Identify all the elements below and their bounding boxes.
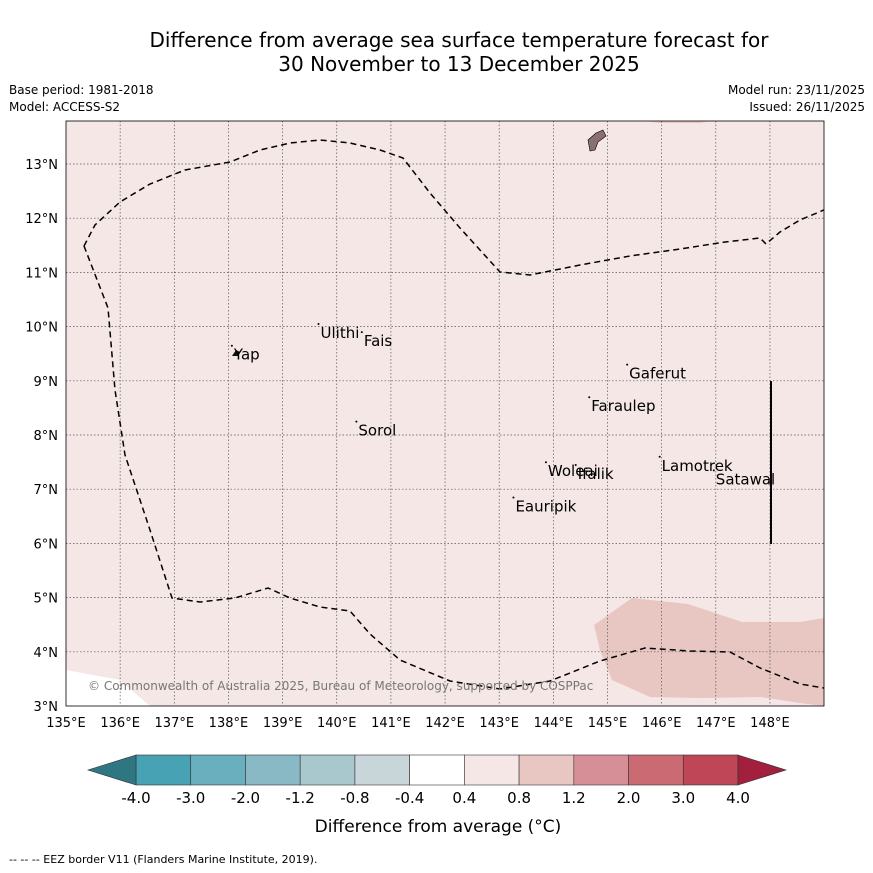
issued-date: Issued: 26/11/2025 (749, 100, 865, 114)
colorbar-tick: 0.8 (507, 789, 531, 807)
colorbar-bin (409, 754, 465, 786)
colorbar-bin (682, 754, 739, 786)
colorbar-bin (573, 754, 629, 786)
colorbar-bin (464, 754, 520, 786)
island-marker (658, 455, 661, 458)
eez-footnote: -- -- -- EEZ border V11 (Flanders Marine… (9, 853, 318, 866)
colorbar-tick: -2.0 (231, 789, 260, 807)
lon-tick-label: 143°E (479, 716, 519, 731)
yap-landmass (232, 350, 240, 356)
lat-tick-label: 6°N (34, 537, 59, 552)
lat-tick-label: 5°N (34, 592, 59, 607)
island-marker (230, 344, 233, 347)
island-marker (512, 496, 515, 499)
lon-tick-label: 145°E (588, 716, 628, 731)
lat-tick-label: 7°N (34, 483, 59, 498)
lat-tick-label: 3°N (34, 700, 59, 715)
title-line-2: 30 November to 13 December 2025 (278, 52, 640, 76)
colorbar-label: Difference from average (°C) (315, 817, 562, 837)
lon-tick-label: 142°E (425, 716, 465, 731)
place-label-woleai: Woleai (548, 462, 598, 480)
colorbar-under-arrow (86, 754, 137, 786)
latitude-tick-labels: 3°N 4°N 5°N 6°N 7°N 8°N 9°N 10°N 11°N 12°N 13°N (25, 158, 58, 715)
island-marker (317, 323, 320, 326)
place-label-yap: Yap (233, 346, 260, 364)
lon-tick-label: 141°E (371, 716, 411, 731)
place-label-gaferut: Gaferut (629, 365, 686, 383)
island-marker (588, 396, 591, 399)
lon-tick-label: 148°E (750, 716, 790, 731)
lon-tick-label: 137°E (155, 716, 195, 731)
island-marker (360, 331, 363, 334)
island-marker (355, 420, 358, 423)
lon-tick-label: 136°E (100, 716, 140, 731)
colorbar-bin (245, 754, 301, 786)
colorbar-bin (135, 754, 192, 786)
colorbar-tick: -0.4 (395, 789, 424, 807)
colorbar-bin (190, 754, 246, 786)
colorbar-tick: 1.2 (562, 789, 586, 807)
map-frame (65, 120, 825, 707)
colorbar-bin (628, 754, 684, 786)
island-marker (712, 469, 715, 472)
place-label-fais: Fais (364, 332, 393, 350)
place-label-sorol: Sorol (358, 422, 396, 440)
island-marker (574, 463, 577, 466)
lat-tick-label: 9°N (34, 375, 59, 390)
colorbar-bin (299, 754, 356, 786)
lon-tick-label: 138°E (209, 716, 249, 731)
neutral-patch (66, 670, 150, 706)
colorbar-over-arrow (737, 754, 788, 786)
map-area: Yap Ulithi Fais Gaferut Faraulep Sorol WoleaiI… (66, 121, 824, 706)
place-label-eauripik: Eauripik (515, 497, 576, 515)
lat-tick-label: 12°N (25, 212, 58, 227)
model-run: Model run: 23/11/2025 (727, 83, 865, 97)
colorbar-tick: 3.0 (671, 789, 695, 807)
lon-tick-label: 147°E (696, 716, 736, 731)
model-name: Model: ACCESS-S2 (9, 100, 121, 114)
colorbar-tick: 2.0 (617, 789, 641, 807)
place-label-lamotrek: Lamotrek (662, 457, 733, 475)
lon-tick-label: 144°E (534, 716, 574, 731)
island-marker (626, 363, 629, 366)
colorbar-tick-labels: -4.0 -3.0 -2.0 -1.2 -0.8 -0.4 0.4 0.8 1.2 2.0 3.0 4… (121, 789, 750, 807)
warm-patch-top (645, 121, 710, 123)
chart-title: Difference from average sea surface temp… (0, 28, 873, 76)
lat-tick-label: 11°N (25, 266, 58, 281)
place-label-satawal: Satawal (716, 470, 775, 488)
colorbar-bin (354, 754, 410, 786)
colorbar-tick: 4.0 (726, 789, 750, 807)
colorbar-tick: -0.8 (340, 789, 369, 807)
eez-border-south (83, 245, 824, 690)
colorbar-tick: -1.2 (286, 789, 315, 807)
colorbar-tick: -3.0 (176, 789, 205, 807)
place-label-ifalik: Ifalik (578, 465, 614, 483)
lat-tick-label: 8°N (34, 429, 59, 444)
place-label-faraulep: Faraulep (591, 397, 655, 415)
lon-tick-label: 140°E (317, 716, 357, 731)
colorbar-bin (518, 754, 575, 786)
base-period: Base period: 1981-2018 (9, 83, 154, 97)
lat-tick-label: 4°N (34, 646, 59, 661)
colorbar-tick: -4.0 (121, 789, 150, 807)
warm-patch-southeast (594, 598, 824, 706)
lon-tick-label: 146°E (642, 716, 682, 731)
lat-tick-label: 10°N (25, 321, 58, 336)
island-marker (544, 461, 547, 464)
lat-tick-label: 13°N (25, 158, 58, 173)
eez-border-north (83, 139, 824, 276)
lon-tick-label: 139°E (263, 716, 303, 731)
copyright-notice: © Commonwealth of Australia 2025, Bureau… (88, 679, 593, 693)
place-label-ulithi: Ulithi (321, 324, 360, 342)
place-labels: Yap Ulithi Fais Gaferut Faraulep Sorol WoleaiI… (230, 323, 775, 515)
title-line-1: Difference from average sea surface temp… (149, 28, 769, 52)
colorbar (86, 754, 788, 786)
guam-landmass (587, 129, 607, 152)
colorbar-tick: 0.4 (452, 789, 476, 807)
lon-tick-label: 135°E (46, 716, 86, 731)
longitude-tick-labels: 135°E 136°E 137°E 138°E 139°E 140°E 141°E 142°E… (46, 716, 789, 731)
